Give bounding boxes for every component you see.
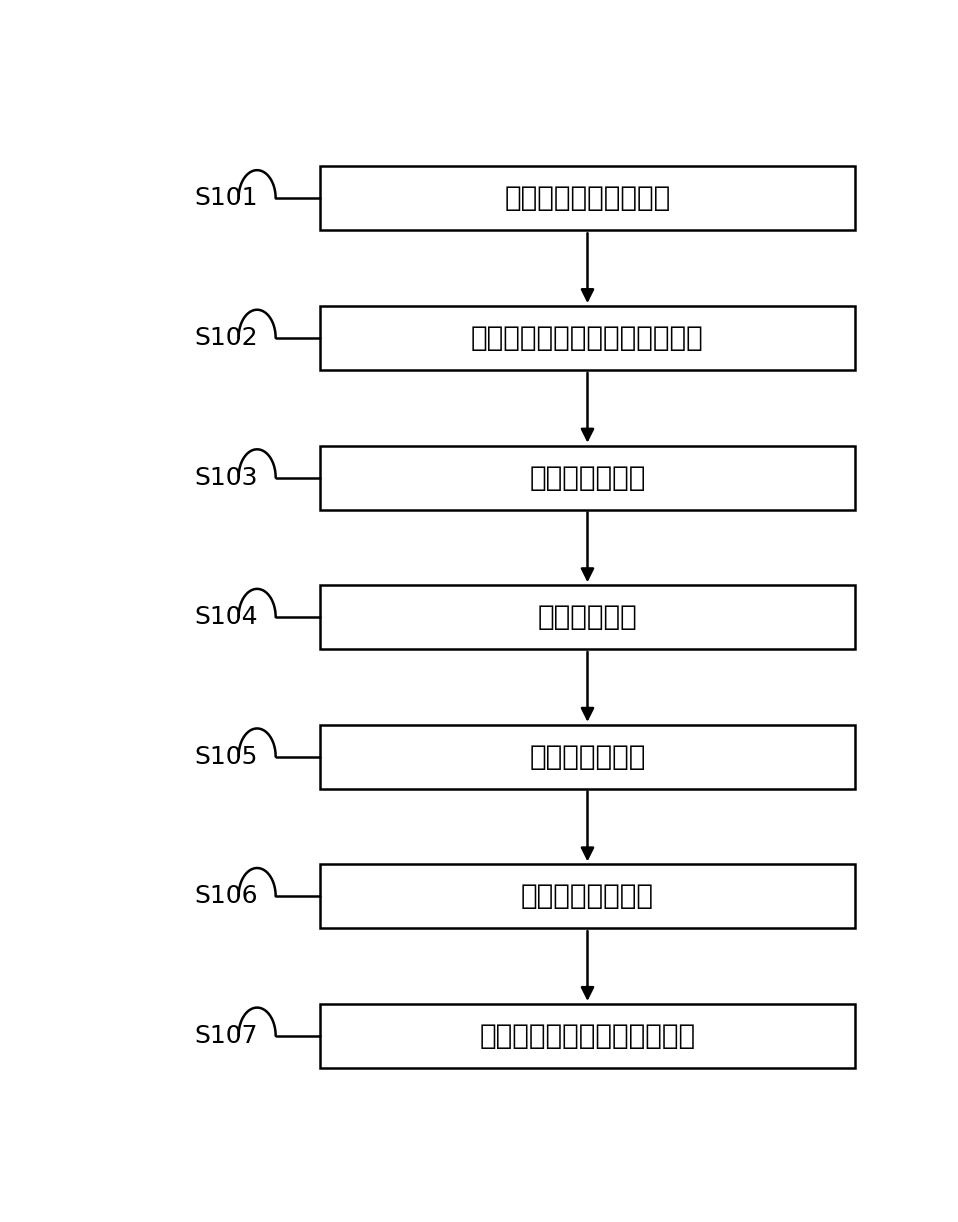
Text: 处理图像亮度: 处理图像亮度 [537, 604, 637, 631]
Text: S104: S104 [194, 605, 258, 629]
Text: 处理图像饱和度: 处理图像饱和度 [530, 463, 646, 491]
Text: 恢复图像，并分析图像基本属性: 恢复图像，并分析图像基本属性 [471, 324, 704, 352]
Text: S105: S105 [194, 744, 258, 769]
FancyBboxPatch shape [320, 864, 855, 929]
Text: 输出结果，并储存并上传图像: 输出结果，并储存并上传图像 [479, 1022, 696, 1050]
FancyBboxPatch shape [320, 446, 855, 510]
Text: S106: S106 [194, 885, 258, 908]
Text: S107: S107 [194, 1024, 258, 1047]
FancyBboxPatch shape [320, 166, 855, 231]
Text: S101: S101 [194, 187, 258, 210]
FancyBboxPatch shape [320, 725, 855, 788]
Text: S102: S102 [194, 326, 258, 349]
FancyBboxPatch shape [320, 585, 855, 649]
FancyBboxPatch shape [320, 306, 855, 370]
Text: 跟踪目标，并获取图像: 跟踪目标，并获取图像 [504, 185, 671, 213]
FancyBboxPatch shape [320, 1003, 855, 1068]
Text: 处理图像自适应性: 处理图像自适应性 [521, 882, 654, 910]
Text: S103: S103 [194, 466, 258, 490]
Text: 处理图像对比度: 处理图像对比度 [530, 743, 646, 771]
